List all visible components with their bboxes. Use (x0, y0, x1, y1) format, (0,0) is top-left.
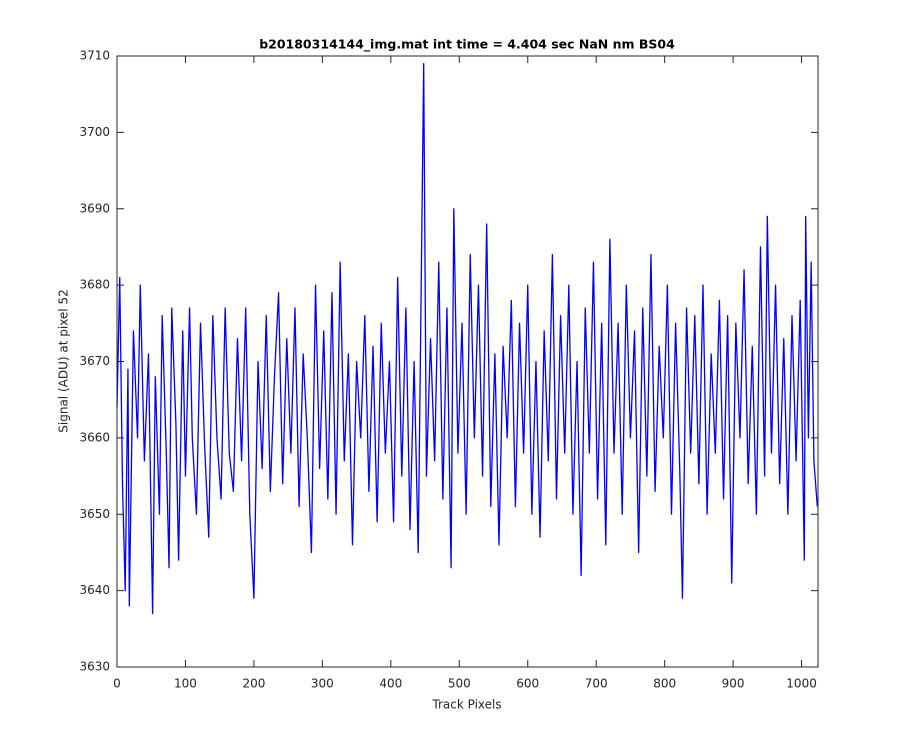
y-tick-label: 3710 (79, 49, 110, 63)
y-tick-label: 3670 (79, 354, 110, 368)
y-tick-label: 3680 (79, 278, 110, 292)
x-tick-label: 0 (113, 677, 121, 691)
plot-frame (116, 55, 819, 668)
x-tick-label: 400 (379, 677, 402, 691)
x-tick-label: 300 (311, 677, 334, 691)
x-tick-label: 100 (174, 677, 197, 691)
y-tick-label: 3640 (79, 583, 110, 597)
x-tick-label: 800 (653, 677, 676, 691)
y-axis-label: Signal (ADU) at pixel 52 (57, 289, 71, 432)
y-tick-label: 3650 (79, 507, 110, 521)
y-tick-label: 3690 (79, 201, 110, 215)
y-tick-label: 3660 (79, 430, 110, 444)
y-tick-label: 3630 (79, 660, 110, 674)
data-line (116, 62, 818, 615)
x-tick-label: 200 (242, 677, 265, 691)
x-tick-label: 900 (722, 677, 745, 691)
x-tick-label: 500 (448, 677, 471, 691)
x-tick-label: 700 (585, 677, 608, 691)
x-tick-label: 600 (516, 677, 539, 691)
x-axis-label: Track Pixels (431, 698, 501, 712)
chart-title: b20180314144_img.mat int time = 4.404 se… (259, 37, 675, 53)
x-tick-label: 1000 (786, 677, 817, 691)
y-tick-label: 3700 (79, 125, 110, 139)
